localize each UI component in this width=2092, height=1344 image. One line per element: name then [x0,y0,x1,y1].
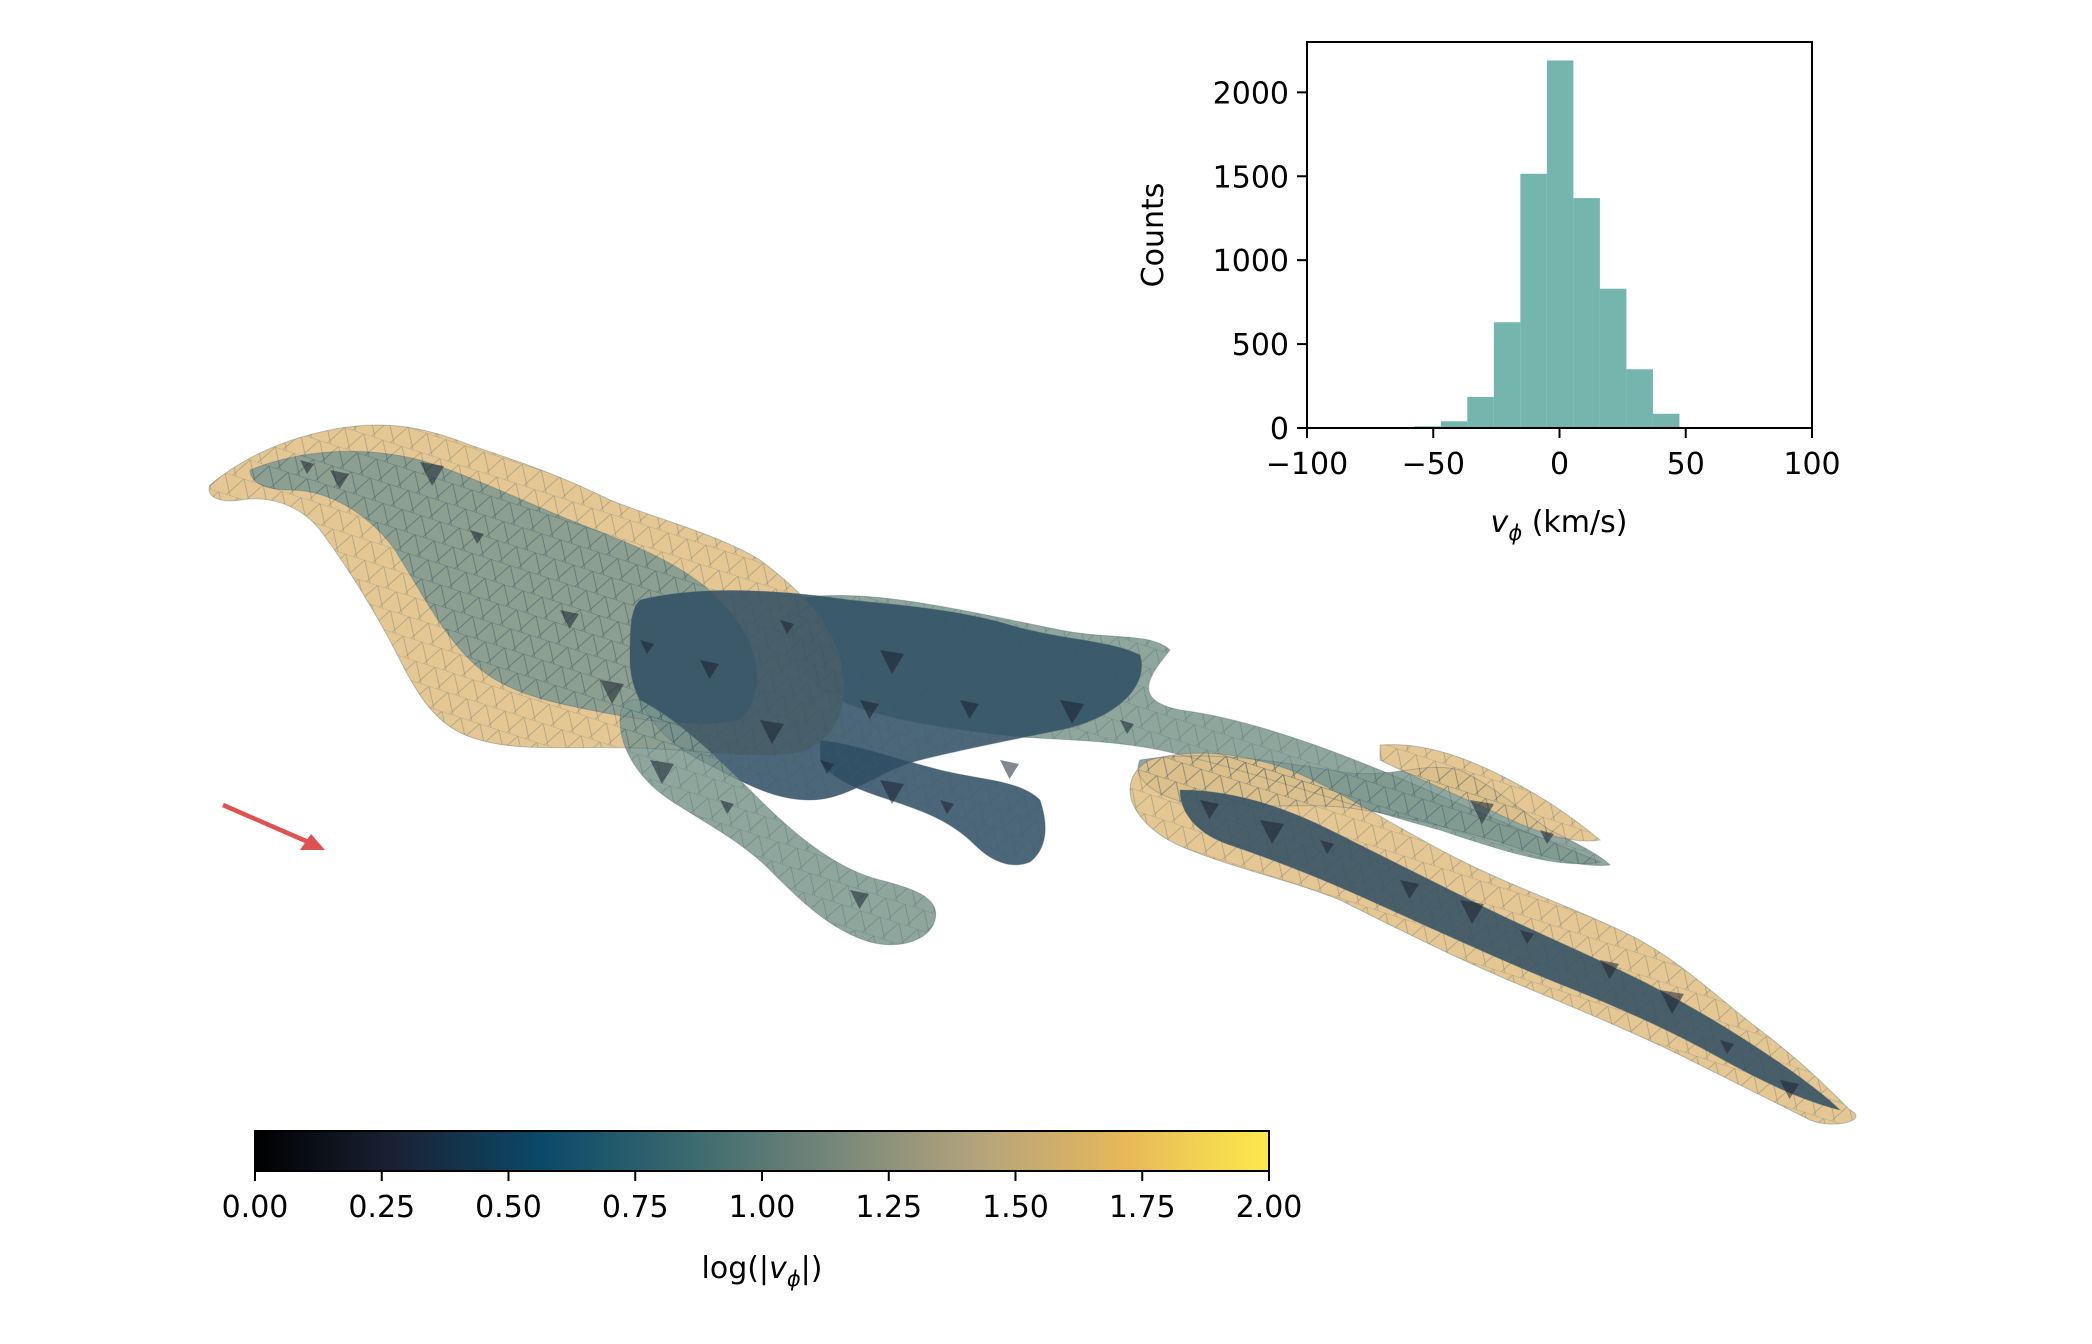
surface-facet [940,800,954,814]
surface-facet [1520,930,1534,944]
surface-facet [820,760,834,774]
surface-facet [1470,800,1494,824]
surface-facet [850,890,869,909]
colorbar-tick-label: 1.00 [729,1190,796,1225]
surface-facet [1200,800,1219,819]
histogram-bar [1440,421,1468,428]
surface-facet [650,760,674,784]
surface-facet [420,462,444,486]
surface-facet [880,780,904,804]
surface-facet [300,460,314,474]
colorbar-tick-label: 0.50 [475,1190,542,1225]
histogram-x-axis-label: vϕ (km/s) [1491,505,1628,545]
histogram-bars [1414,60,1680,428]
surface-mesh-overlay [208,424,1857,1125]
surface-facet [780,620,794,634]
histogram-x-ticks: −100 −50 0 50 100 [1266,428,1841,482]
histogram-x-tick-label: −100 [1266,447,1348,482]
histogram-y-tick-label: 1500 [1213,160,1289,195]
histogram-bar [1626,369,1653,428]
colorbar-tick-label: 1.75 [1109,1190,1176,1225]
surface-facet [860,700,879,719]
histogram-y-tick-label: 2000 [1213,76,1289,111]
surface-facet [640,640,654,654]
histogram-bar [1520,173,1547,428]
histogram-y-tick-label: 500 [1232,328,1289,363]
colorbar-tick-label: 0.25 [348,1190,415,1225]
surface-mesh-patch [819,739,1046,866]
surface-facet [1400,880,1419,899]
histogram-x-tick-label: 0 [1550,447,1569,482]
colorbar: 0.00 0.25 0.50 0.75 1.00 1.25 1.50 1.75 2.00 log… [222,1130,1303,1291]
direction-arrow [222,802,325,850]
surface-mesh-patch [619,699,937,946]
surface-facet [1460,900,1484,924]
surface-facet [560,610,579,629]
colorbar-ticks: 0.00 0.25 0.50 0.75 1.00 1.25 1.50 1.75 2.00 [222,1171,1303,1225]
surface-facet [1320,840,1334,854]
surface-facet [1720,1040,1734,1054]
histogram-y-ticks: 0 500 1000 1500 2000 [1213,76,1307,447]
histogram-bar [1573,198,1600,428]
histogram-bar [1599,288,1627,428]
surface-facet [1000,760,1019,779]
surface-mesh-patch [1179,789,1842,1111]
surface-facet [700,660,719,679]
histogram-bar [1546,60,1574,428]
colorbar-tick-label: 2.00 [1236,1190,1303,1225]
histogram-y-tick-label: 0 [1270,412,1289,447]
vphi-isosurface [208,424,1857,1125]
histogram-bar [1467,396,1494,428]
surface-facet [330,470,349,489]
colorbar-tick-label: 0.00 [222,1190,289,1225]
surface-facet [600,680,624,704]
colorbar-tick-label: 1.25 [855,1190,922,1225]
surface-facet [760,720,784,744]
colorbar-label: log(|vϕ|) [702,1251,823,1291]
surface-facet [1060,700,1084,724]
histogram-y-axis-label: Counts [1136,183,1171,288]
histogram-y-tick-label: 1000 [1213,244,1289,279]
histogram-x-tick-label: 50 [1667,447,1705,482]
surface-mesh-patch [1379,744,1602,842]
surface-facet [1120,720,1134,734]
surface-facet [1600,960,1619,979]
surface-facet [1540,830,1554,844]
inset-histogram: −100 −50 0 50 100 0 500 1000 1500 2000 vϕ (km/s)… [1136,41,1841,545]
surface-facet [880,650,904,674]
surface-facet [1660,990,1684,1014]
surface-facet [470,530,484,544]
histogram-x-tick-label: −50 [1402,447,1465,482]
histogram-bar [1493,322,1521,428]
histogram-x-tick-label: 100 [1783,447,1840,482]
colorbar-tick-label: 0.75 [602,1190,669,1225]
surface-facet [1780,1080,1799,1099]
colorbar-gradient [254,1130,1270,1172]
colorbar-tick-label: 1.50 [982,1190,1049,1225]
surface-facet [960,700,979,719]
surface-facet [1260,820,1284,844]
histogram-bar [1652,413,1680,428]
surface-facet [720,800,734,814]
